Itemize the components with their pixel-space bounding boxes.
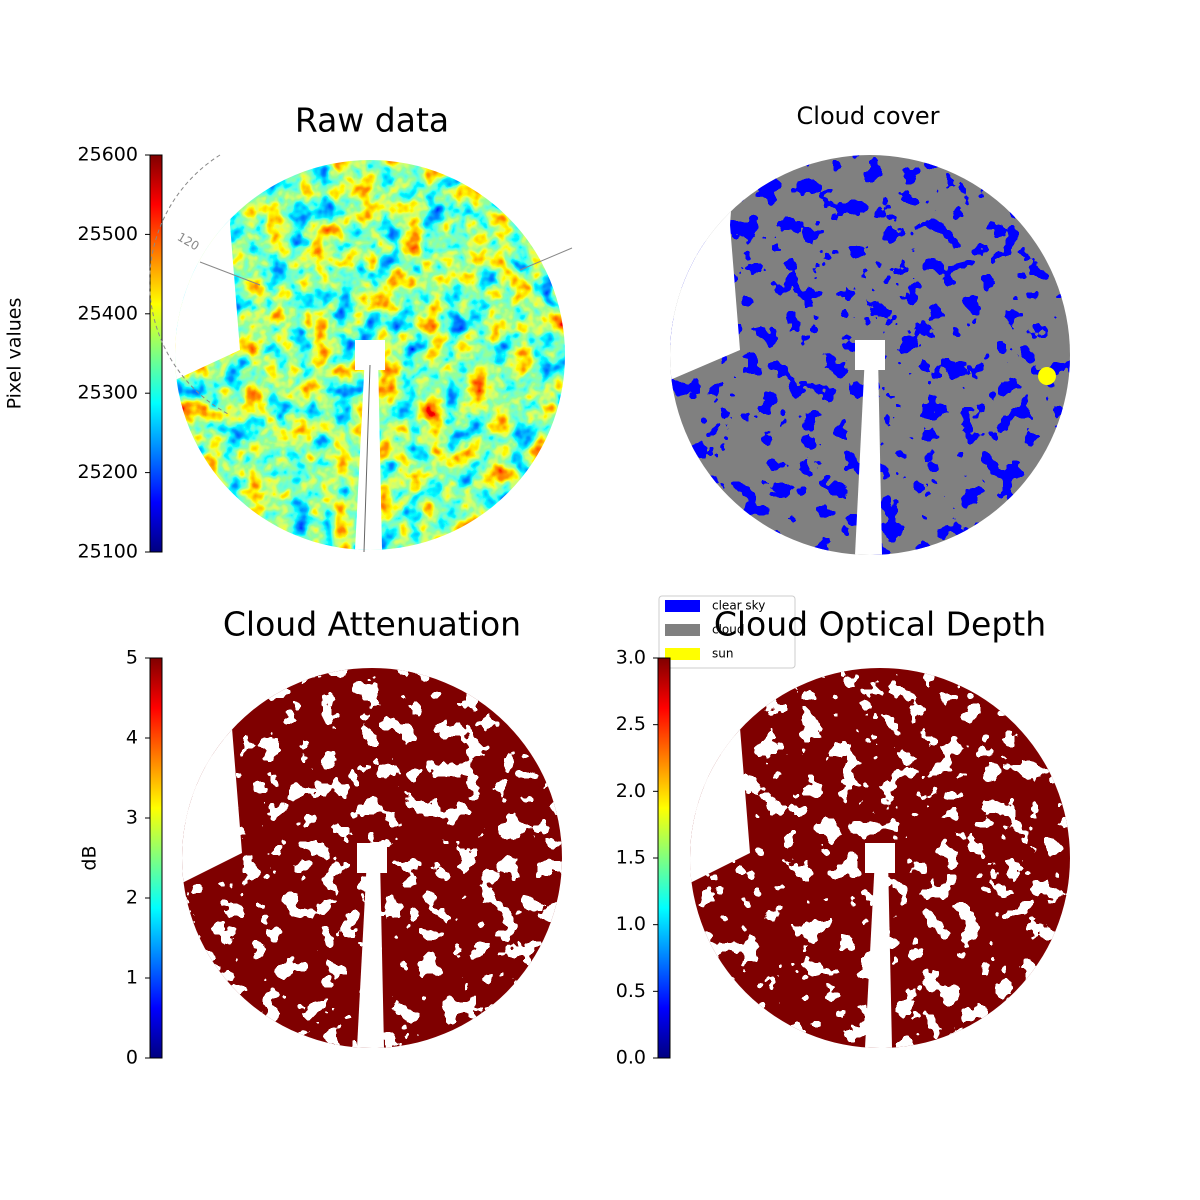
tick-label: 1.5 [616,847,646,869]
tick-label: 1.0 [616,913,646,935]
tick-label: 0.0 [616,1047,646,1069]
center-block [855,340,885,370]
tick-label: 25500 [78,223,138,245]
sky-image [690,668,1070,1048]
polar-label: 120 [175,230,202,254]
colorbar [149,154,163,553]
legend: clear sky cloud sun [658,595,796,669]
mask-region [690,668,750,883]
tick-label: 4 [126,727,138,749]
sky-image [182,668,562,1048]
tick-label: 2 [126,887,138,909]
mask-region [670,155,740,380]
mast [355,355,382,550]
panel-title: Cloud Attenuation [223,605,521,644]
tick-label: 25200 [78,461,138,483]
sky-image [670,155,1070,555]
sun-marker [1038,367,1056,385]
mast [855,355,882,555]
colorbar [149,657,163,1059]
tick-label: 0.5 [616,980,646,1002]
legend-label: sun [712,647,733,661]
tick-label: 3.0 [616,647,646,669]
tick-label: 25100 [78,541,138,563]
panel-title: Raw data [295,101,449,140]
tick-label: 1 [126,967,138,989]
tick-label: 0 [126,1047,138,1069]
center-block [357,843,387,873]
colorbar-label: dB [79,845,101,870]
tick-label: 25400 [78,302,138,324]
tick-label: 5 [126,647,138,669]
tick-label: 2.5 [616,713,646,735]
polar-axis [363,364,371,553]
colorbar [657,657,671,1059]
polar-axis [519,247,573,271]
polar-grid [149,154,231,416]
legend-swatch [665,648,700,660]
legend-swatch [665,624,700,636]
sky-image [175,160,565,550]
polar-axis [199,261,261,286]
legend-label: cloud [712,623,745,637]
legend-swatch [665,600,700,612]
mask-region [175,160,240,380]
center-block [865,843,895,873]
panel-title: Cloud Optical Depth [714,605,1046,644]
mask-region [182,668,242,883]
colorbar-label: Pixel values [4,298,26,410]
tick-label: 2.0 [616,780,646,802]
mast [357,858,384,1048]
tick-label: 25600 [78,144,138,166]
legend-label: clear sky [712,599,765,613]
tick-label: 25300 [78,382,138,404]
tick-label: 3 [126,807,138,829]
mast [865,858,892,1048]
panel-title: Cloud cover [797,102,940,130]
